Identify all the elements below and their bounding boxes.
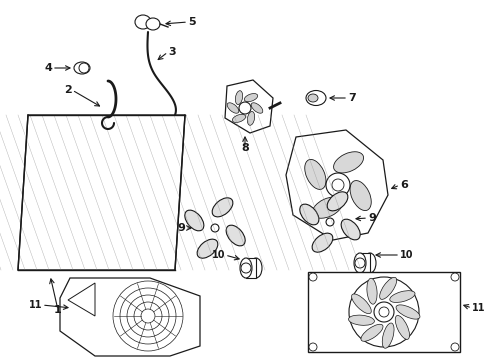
- Circle shape: [326, 218, 334, 226]
- Text: 5: 5: [188, 17, 196, 27]
- Ellipse shape: [308, 94, 318, 102]
- Polygon shape: [60, 278, 200, 356]
- Ellipse shape: [135, 15, 151, 29]
- Circle shape: [374, 302, 394, 322]
- Ellipse shape: [305, 159, 326, 189]
- Ellipse shape: [334, 152, 364, 173]
- Ellipse shape: [300, 204, 319, 225]
- Ellipse shape: [212, 198, 233, 217]
- Text: 10: 10: [400, 250, 414, 260]
- Circle shape: [355, 258, 365, 268]
- Ellipse shape: [380, 277, 397, 300]
- Ellipse shape: [232, 114, 245, 122]
- Text: 6: 6: [400, 180, 408, 190]
- Ellipse shape: [240, 258, 252, 278]
- Circle shape: [326, 173, 350, 197]
- Bar: [360, 253, 370, 273]
- Text: 4: 4: [44, 63, 52, 73]
- Ellipse shape: [312, 233, 333, 252]
- Circle shape: [379, 307, 389, 317]
- Text: 7: 7: [348, 93, 356, 103]
- Ellipse shape: [313, 197, 343, 218]
- Text: 10: 10: [212, 250, 225, 260]
- Ellipse shape: [327, 192, 348, 211]
- Ellipse shape: [354, 253, 366, 273]
- Ellipse shape: [185, 210, 204, 231]
- Ellipse shape: [348, 315, 374, 325]
- Ellipse shape: [306, 90, 326, 105]
- Ellipse shape: [235, 91, 243, 104]
- Circle shape: [239, 102, 251, 114]
- Polygon shape: [18, 115, 185, 270]
- Ellipse shape: [350, 181, 371, 211]
- Circle shape: [241, 263, 251, 273]
- Circle shape: [309, 273, 317, 281]
- Text: 11: 11: [28, 300, 42, 310]
- Ellipse shape: [251, 103, 263, 113]
- Polygon shape: [225, 80, 273, 133]
- Ellipse shape: [364, 253, 376, 273]
- Ellipse shape: [227, 103, 239, 113]
- Ellipse shape: [74, 62, 90, 74]
- Text: 1: 1: [54, 305, 62, 315]
- Text: 9: 9: [368, 213, 376, 223]
- Circle shape: [451, 273, 459, 281]
- Ellipse shape: [367, 278, 377, 304]
- Bar: [308, 272, 460, 352]
- Ellipse shape: [341, 219, 360, 240]
- Ellipse shape: [396, 305, 420, 319]
- Text: 11: 11: [472, 303, 486, 313]
- Ellipse shape: [250, 258, 262, 278]
- Circle shape: [211, 224, 219, 232]
- Circle shape: [309, 343, 317, 351]
- Ellipse shape: [352, 294, 371, 314]
- Bar: [246, 258, 256, 278]
- Ellipse shape: [247, 112, 255, 125]
- Text: 2: 2: [64, 85, 72, 95]
- Circle shape: [451, 343, 459, 351]
- Text: 3: 3: [168, 47, 175, 57]
- Ellipse shape: [146, 18, 160, 30]
- Ellipse shape: [390, 291, 415, 302]
- Text: 9: 9: [177, 223, 185, 233]
- Ellipse shape: [361, 324, 383, 341]
- Text: 8: 8: [241, 143, 249, 153]
- Circle shape: [79, 63, 89, 73]
- Ellipse shape: [245, 94, 258, 102]
- Ellipse shape: [197, 239, 218, 258]
- Ellipse shape: [395, 315, 410, 339]
- Polygon shape: [286, 130, 388, 240]
- Ellipse shape: [226, 225, 245, 246]
- Ellipse shape: [382, 323, 394, 348]
- Polygon shape: [68, 283, 95, 316]
- Circle shape: [332, 179, 344, 191]
